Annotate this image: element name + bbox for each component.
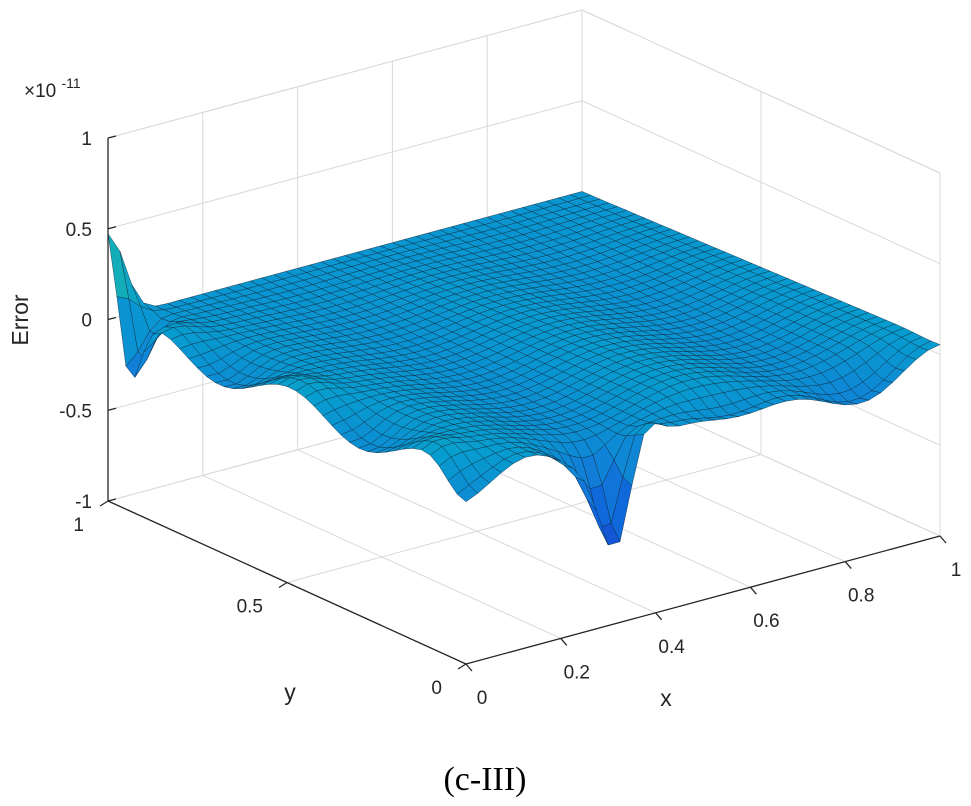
z-tick-mark [107, 407, 117, 411]
y-tick-mark [99, 500, 109, 507]
y-tick-mark [457, 663, 467, 670]
axes-lines [99, 135, 947, 672]
grid-line [286, 454, 762, 583]
x-axis-line [465, 535, 941, 665]
z-tick-label: 0.5 [66, 220, 92, 241]
x-tick-mark [655, 612, 663, 621]
x-tick-label: 0 [477, 688, 488, 709]
exponent-base: ×10 [24, 81, 56, 102]
y-tick-label: 0 [431, 678, 442, 699]
exponent-multiplier: ×10 -11 [24, 75, 81, 102]
y-tick-label: 1 [73, 515, 84, 536]
grid-line [581, 9, 941, 174]
x-axis-label: x [660, 685, 672, 711]
error-surface [107, 191, 941, 546]
x-tick-mark [939, 535, 947, 544]
z-tick-mark [107, 498, 117, 502]
x-tick-label: 1 [951, 560, 962, 581]
x-tick-mark [844, 561, 852, 570]
x-tick-label: 0.8 [848, 586, 874, 607]
z-tick-label: 1 [81, 129, 92, 150]
z-tick-label: -0.5 [59, 401, 92, 422]
x-tick-mark [465, 663, 473, 672]
y-tick-mark [278, 581, 288, 589]
x-tick-mark [560, 637, 568, 646]
z-tick-mark [107, 316, 117, 321]
z-axis-label: Error [7, 294, 33, 345]
grid-line [107, 9, 583, 139]
x-tick-label: 0.6 [753, 611, 779, 632]
z-tick-mark [107, 226, 117, 230]
y-axis-label: y [284, 679, 296, 705]
z-tick-label: 0 [81, 311, 92, 332]
surface-patch [107, 233, 130, 300]
z-tick-mark [107, 135, 117, 139]
y-tick-label: 0.5 [237, 597, 263, 618]
z-tick-label: -1 [75, 492, 92, 513]
grid-line [107, 100, 583, 230]
exponent-power: -11 [62, 75, 81, 91]
grid-line [581, 100, 941, 265]
surface-patch [456, 484, 479, 503]
x-tick-label: 0.2 [564, 662, 590, 683]
x-tick-label: 0.4 [658, 637, 685, 658]
x-tick-mark [749, 586, 757, 595]
figure-caption: (c-III) [443, 761, 526, 798]
